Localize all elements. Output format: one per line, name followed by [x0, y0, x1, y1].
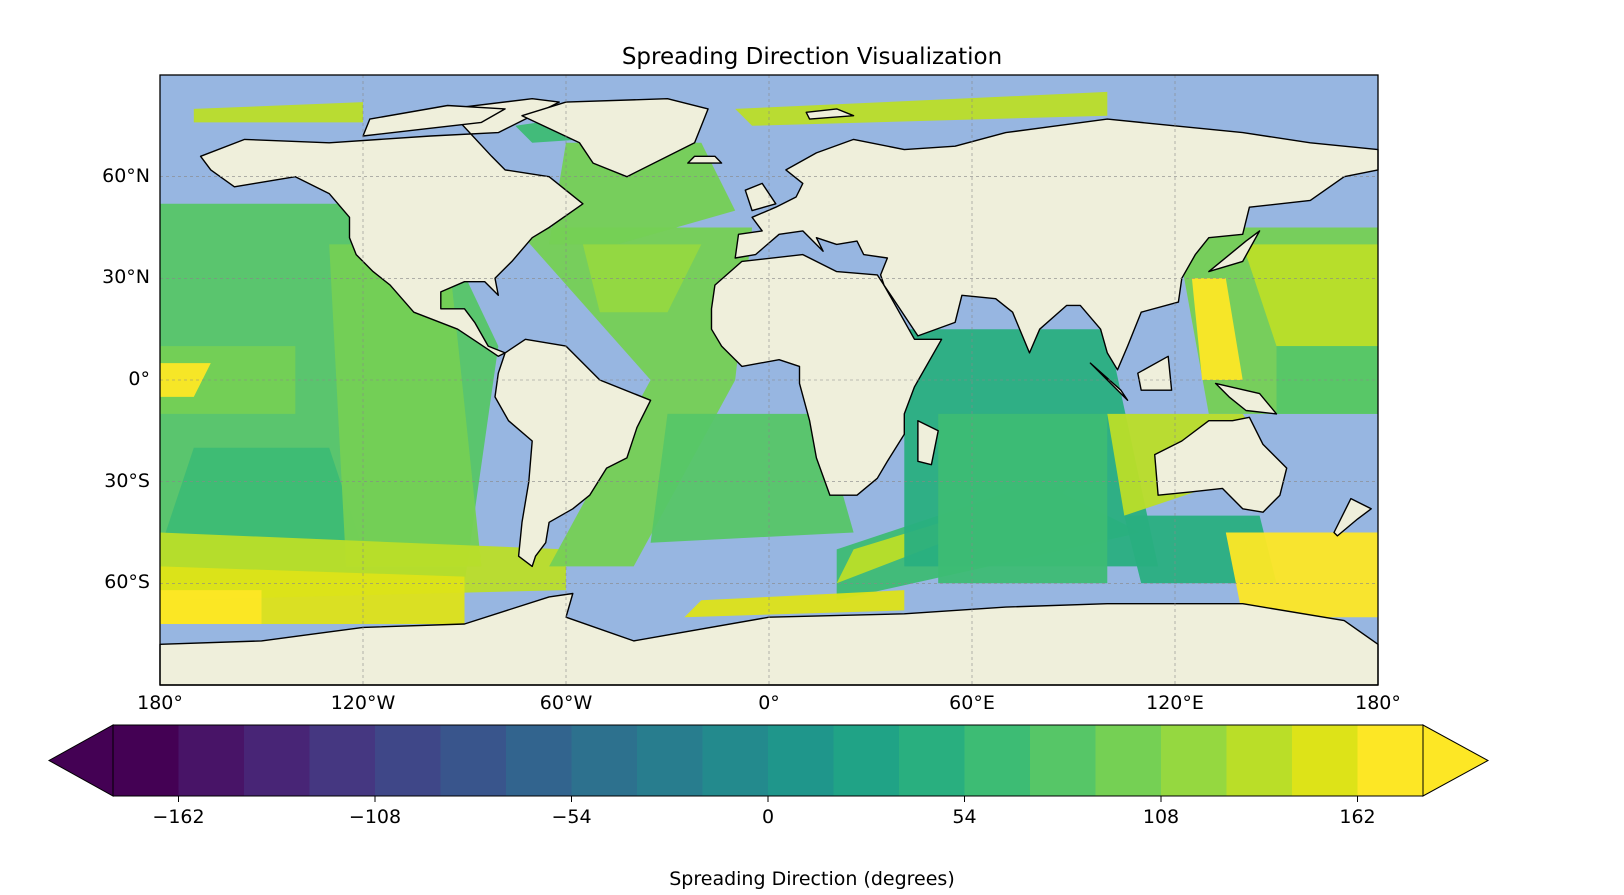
land-polygon: [1333, 497, 1372, 537]
lon-tick-label: 120°W: [330, 692, 396, 714]
field-zone: [650, 413, 854, 543]
land-polygon: [1089, 362, 1129, 401]
field-zone: [549, 142, 736, 245]
lon-tick-label: 60°W: [539, 692, 593, 714]
field-zone: [938, 413, 1108, 584]
colorbar-segment: [1226, 725, 1293, 796]
land-polygon: [734, 118, 1379, 371]
field-zone: [515, 227, 753, 567]
colorbar-segment: [440, 725, 507, 796]
land-polygon: [1208, 230, 1261, 273]
colorbar-segment: [1161, 725, 1227, 796]
land-polygon: [710, 253, 943, 496]
colorbar-tick-label: −162: [152, 806, 205, 828]
land-polygon: [494, 338, 652, 568]
colorbar-segment: [1357, 725, 1424, 796]
lat-tick-label: 0°: [128, 368, 150, 390]
colorbar-segment: [768, 725, 834, 796]
colorbar-segment: [1030, 725, 1096, 796]
colorbar-segment: [702, 725, 769, 796]
colorbar-extend-max: [1422, 724, 1490, 797]
colorbar-segment: [833, 725, 900, 796]
lat-tick-label: 60°N: [102, 164, 150, 187]
field-zone: [1242, 244, 1378, 347]
land-polygon: [362, 104, 506, 137]
colorbar-tick-label: 0: [761, 806, 775, 828]
land-polygon: [687, 155, 723, 164]
colorbar-tick-label: 54: [952, 806, 977, 828]
land-polygon: [1137, 355, 1173, 391]
colorbar-segment: [375, 725, 441, 796]
gridlines: [159, 75, 1379, 685]
field-zone: [1276, 346, 1378, 414]
field-zone: [1225, 532, 1378, 618]
map-frame: [159, 74, 1379, 686]
land-polygon: [199, 97, 584, 357]
lon-tick-label: 180°: [1355, 692, 1401, 714]
field-zone: [1191, 278, 1243, 380]
land-polygon: [805, 108, 855, 120]
field-zone: [329, 244, 482, 567]
colorbar-tick-label: −54: [551, 806, 592, 828]
field-zone: [193, 102, 363, 123]
colorbar-segment: [1292, 725, 1358, 796]
lat-tick-label: 30°N: [102, 266, 150, 289]
colorbar-tick-label: 162: [1339, 806, 1376, 828]
map-title: Spreading Direction Visualization: [621, 44, 1003, 70]
colorbar-segment: [571, 725, 638, 796]
colorbar: [47, 724, 1490, 802]
colorbar-segment: [113, 725, 179, 796]
lat-tick-label: 30°S: [104, 469, 150, 492]
colorbar-segment: [899, 725, 965, 796]
lon-tick-label: 180°: [137, 692, 183, 714]
colorbar-label: Spreading Direction (degrees): [669, 868, 955, 890]
field-zone: [684, 590, 905, 618]
colorbar-segment: [506, 725, 572, 796]
map-axes: [159, 74, 1379, 686]
lon-tick-label: 120°E: [1146, 692, 1204, 714]
lat-tick-label: 60°S: [104, 571, 150, 594]
land-polygon: [521, 97, 709, 178]
colorbar-tick-label: 108: [1142, 806, 1180, 828]
colorbar-segment: [178, 725, 245, 796]
land-polygon: [1214, 382, 1278, 415]
spreading-direction-field: [160, 91, 1378, 624]
colorbar-extend-min: [47, 724, 114, 797]
lon-tick-label: 60°E: [949, 692, 995, 714]
land-polygon: [744, 182, 777, 212]
field-zone: [160, 590, 262, 624]
colorbar-segment: [964, 725, 1031, 796]
colorbar-segment: [1095, 725, 1162, 796]
land-polygon: [917, 420, 939, 466]
lon-tick-label: 0°: [758, 692, 780, 714]
field-zone: [160, 447, 363, 550]
colorbar-segment: [244, 725, 310, 796]
colorbar-segment: [637, 725, 703, 796]
colorbar-segment: [309, 725, 376, 796]
colorbar-tick-label: −108: [348, 806, 402, 828]
